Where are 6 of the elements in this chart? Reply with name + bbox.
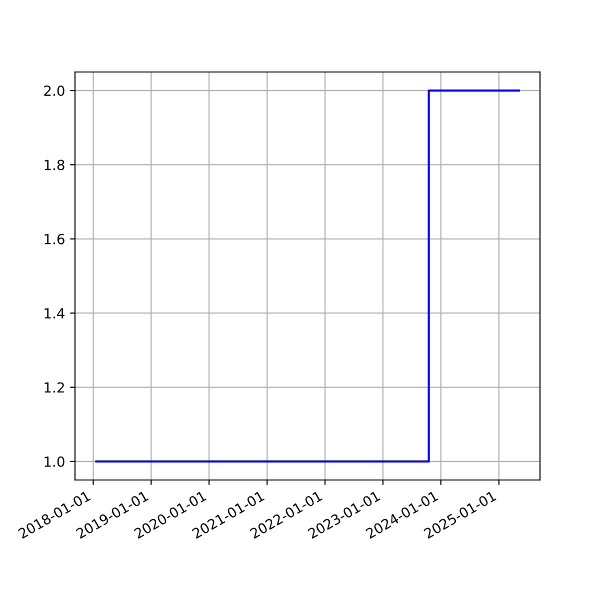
y-tick-label: 1.6: [44, 234, 64, 244]
y-tick-label: 1.2: [44, 382, 64, 393]
y-tick-label: 2.0: [44, 86, 64, 96]
y-tick-label: 1.4: [44, 308, 64, 318]
y-tick-label: 1.0: [44, 456, 64, 467]
y-tick-label: 1.8: [44, 160, 64, 170]
